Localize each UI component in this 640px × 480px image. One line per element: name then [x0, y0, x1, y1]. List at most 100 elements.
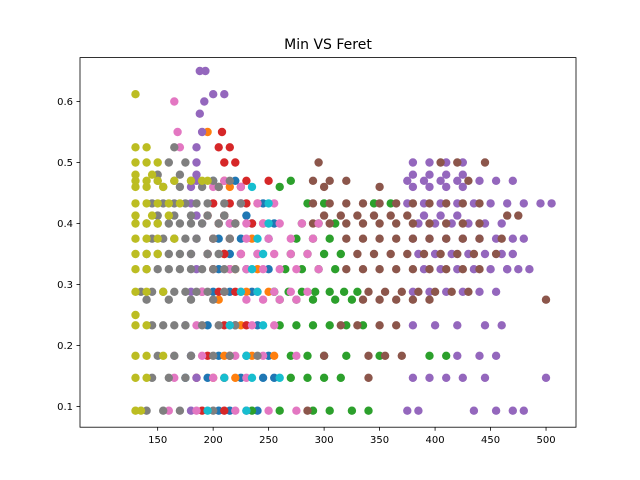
data-point: [195, 109, 204, 118]
data-point: [480, 249, 490, 259]
data-point: [342, 265, 351, 274]
data-point: [170, 234, 179, 243]
data-point: [408, 373, 418, 382]
data-point: [475, 199, 484, 208]
data-point: [203, 287, 212, 296]
data-point: [153, 249, 162, 259]
data-point: [303, 249, 312, 259]
x-tick-label: 150: [148, 435, 167, 446]
data-point: [131, 170, 140, 179]
data-point: [186, 295, 196, 304]
data-point: [442, 182, 451, 192]
data-point: [175, 182, 185, 192]
data-point: [142, 199, 151, 208]
data-point: [308, 199, 318, 208]
data-point: [142, 287, 151, 296]
series-8: [131, 90, 212, 415]
data-point: [225, 351, 234, 360]
data-point: [425, 182, 434, 192]
data-point: [275, 295, 284, 304]
data-point: [159, 321, 168, 330]
data-point: [214, 182, 223, 192]
data-point: [286, 176, 295, 185]
data-point: [242, 351, 251, 360]
data-point: [380, 351, 390, 360]
data-point: [319, 249, 329, 259]
data-point: [491, 406, 501, 415]
data-point: [142, 373, 151, 382]
data-point: [458, 234, 467, 243]
data-point: [458, 373, 467, 382]
data-point: [458, 265, 467, 274]
data-point: [181, 234, 190, 243]
data-point: [159, 351, 168, 360]
data-point: [286, 287, 295, 296]
data-point: [170, 351, 179, 360]
data-point: [292, 321, 301, 330]
series-9: [203, 182, 284, 415]
data-point: [131, 143, 140, 152]
data-point: [192, 143, 201, 152]
data-point: [292, 295, 301, 304]
data-point: [339, 287, 349, 296]
data-point: [464, 287, 473, 296]
data-point: [475, 234, 484, 243]
data-point: [358, 265, 368, 274]
data-point: [453, 351, 462, 360]
y-tick-label: 0.2: [57, 341, 73, 352]
y-axis-ticks: 0.1 0.2 0.3 0.4 0.5 0.6: [57, 97, 80, 413]
data-point: [253, 234, 262, 243]
data-point: [225, 176, 234, 185]
data-point: [192, 373, 201, 382]
data-point: [375, 182, 384, 192]
data-point: [142, 143, 151, 152]
data-point: [453, 158, 462, 167]
data-point: [170, 176, 179, 185]
data-point: [308, 321, 318, 330]
data-point: [414, 406, 423, 415]
data-point: [186, 249, 196, 259]
data-point: [131, 90, 140, 99]
data-point: [170, 97, 179, 106]
data-point: [275, 373, 284, 382]
data-point: [136, 406, 146, 415]
data-point: [170, 287, 179, 296]
data-point: [131, 176, 140, 185]
x-tick-label: 300: [315, 435, 334, 446]
data-point: [142, 321, 151, 330]
data-point: [308, 234, 318, 243]
data-point: [153, 199, 162, 208]
data-point: [142, 176, 151, 185]
data-point: [331, 295, 340, 304]
data-point: [503, 199, 512, 208]
data-point: [364, 406, 373, 415]
data-point: [131, 321, 140, 330]
data-point: [131, 219, 140, 228]
data-point: [175, 219, 185, 228]
data-point: [519, 199, 528, 208]
data-point: [408, 182, 418, 192]
data-point: [325, 287, 334, 296]
x-axis-ticks: 150 200 250 300 350 400 450 500: [148, 427, 556, 446]
data-point: [358, 295, 368, 304]
data-point: [164, 199, 173, 208]
data-point: [408, 219, 418, 228]
data-point: [458, 170, 467, 179]
data-point: [369, 211, 379, 220]
series-5: [303, 158, 551, 415]
data-point: [480, 158, 490, 167]
data-point: [142, 158, 151, 167]
data-point: [403, 406, 412, 415]
data-point: [270, 321, 279, 330]
data-point: [264, 234, 273, 243]
data-point: [469, 249, 479, 259]
data-point: [336, 373, 345, 382]
data-point: [425, 351, 434, 360]
data-point: [453, 249, 462, 259]
data-point: [458, 219, 467, 228]
data-point: [353, 321, 362, 330]
data-point: [392, 265, 401, 274]
data-point: [491, 249, 501, 259]
data-point: [247, 321, 257, 330]
